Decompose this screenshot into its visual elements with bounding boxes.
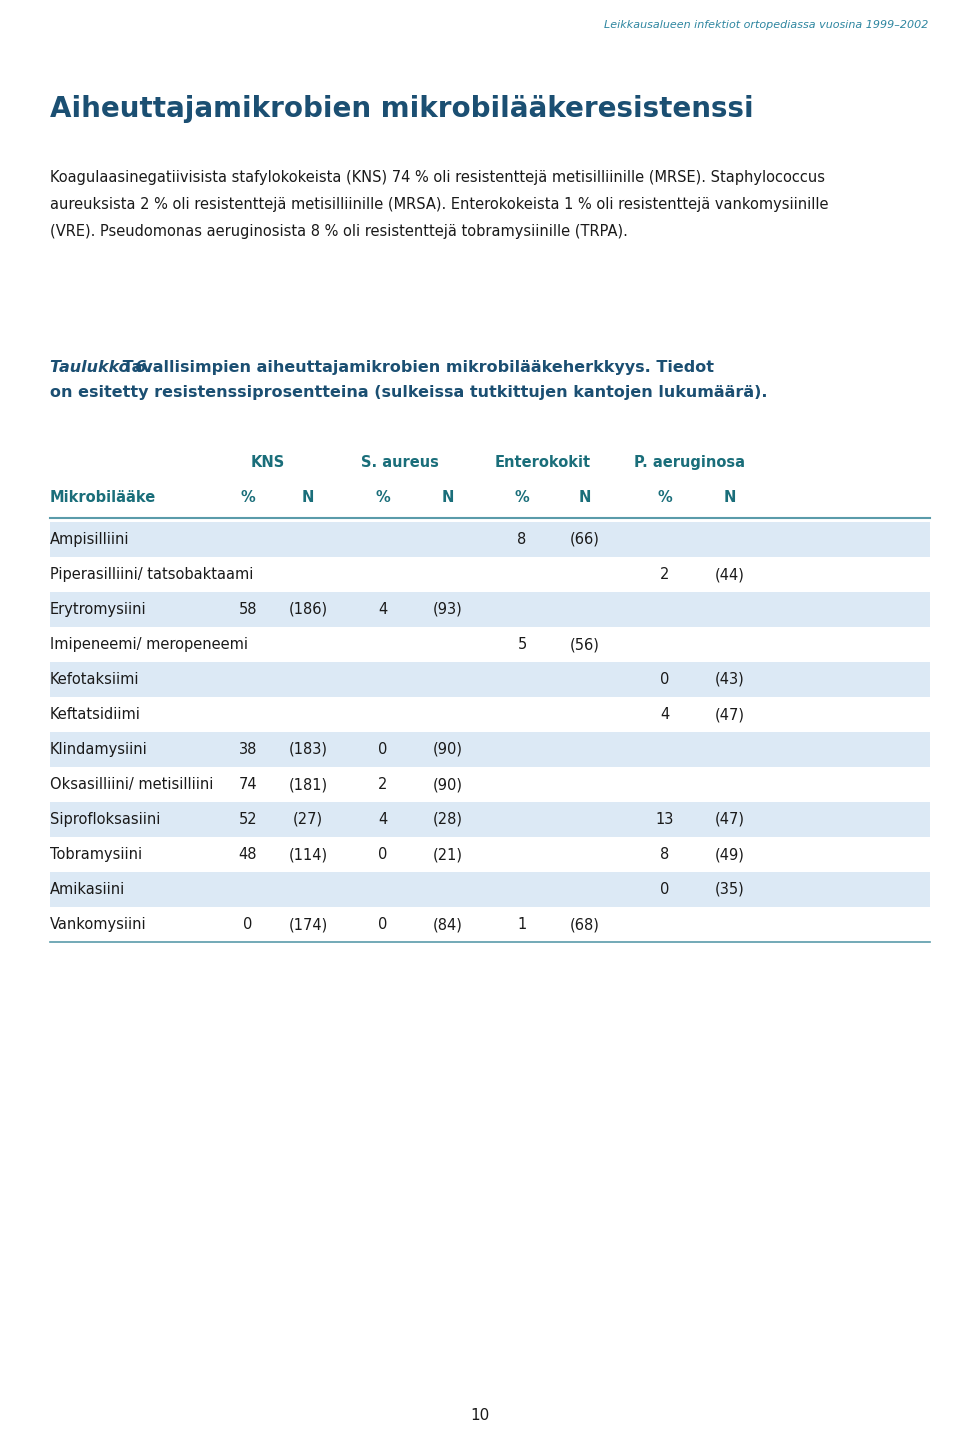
Bar	[50, 696, 930, 732]
Text: Mikrobilääke: Mikrobilääke	[50, 491, 156, 505]
Text: 48: 48	[239, 848, 257, 862]
Text: %: %	[241, 491, 255, 505]
Text: N: N	[579, 491, 591, 505]
Text: 0: 0	[243, 917, 252, 932]
Text: (56): (56)	[570, 637, 600, 652]
Text: 52: 52	[239, 812, 257, 827]
Text: Klindamysiini: Klindamysiini	[50, 743, 148, 757]
Text: 4: 4	[378, 812, 388, 827]
Text: 0: 0	[378, 848, 388, 862]
Text: Koagulaasinegatiivisista stafylokokeista (KNS) 74 % oli resistenttejä metisillii: Koagulaasinegatiivisista stafylokokeista…	[50, 170, 825, 186]
Text: P. aeruginosa: P. aeruginosa	[635, 455, 746, 471]
Text: 2: 2	[378, 777, 388, 791]
Text: (44): (44)	[715, 567, 745, 581]
Text: 4: 4	[660, 707, 670, 722]
Text: Amikasiini: Amikasiini	[50, 882, 125, 896]
Text: Vankomysiini: Vankomysiini	[50, 917, 147, 932]
Text: (35): (35)	[715, 882, 745, 896]
Text: %: %	[658, 491, 672, 505]
Text: Erytromysiini: Erytromysiini	[50, 602, 147, 617]
Text: 1: 1	[517, 917, 527, 932]
Text: Oksasilliini/ metisilliini: Oksasilliini/ metisilliini	[50, 777, 213, 791]
Text: (43): (43)	[715, 672, 745, 686]
Bar	[50, 837, 930, 872]
Text: (90): (90)	[433, 743, 463, 757]
Text: (28): (28)	[433, 812, 463, 827]
Text: Ampisilliini: Ampisilliini	[50, 532, 130, 547]
Bar	[50, 872, 930, 907]
Text: N: N	[724, 491, 736, 505]
Text: 10: 10	[470, 1407, 490, 1423]
Bar	[50, 802, 930, 837]
Text: Tobramysiini: Tobramysiini	[50, 848, 142, 862]
Bar	[50, 591, 930, 627]
Text: 13: 13	[656, 812, 674, 827]
Bar	[50, 662, 930, 696]
Text: 0: 0	[378, 917, 388, 932]
Text: N: N	[442, 491, 454, 505]
Text: Kefotaksiimi: Kefotaksiimi	[50, 672, 139, 686]
Text: Keftatsidiimi: Keftatsidiimi	[50, 707, 141, 722]
Text: 2: 2	[660, 567, 670, 581]
Text: 4: 4	[378, 602, 388, 617]
Text: 0: 0	[660, 672, 670, 686]
Text: Enterokokit: Enterokokit	[495, 455, 591, 471]
Text: 5: 5	[517, 637, 527, 652]
Text: (47): (47)	[715, 812, 745, 827]
Text: (VRE). Pseudomonas aeruginosista 8 % oli resistenttejä tobramysiinille (TRPA).: (VRE). Pseudomonas aeruginosista 8 % oli…	[50, 224, 628, 239]
Bar	[50, 732, 930, 767]
Text: 8: 8	[517, 532, 527, 547]
Text: Piperasilliini/ tatsobaktaami: Piperasilliini/ tatsobaktaami	[50, 567, 253, 581]
Text: (84): (84)	[433, 917, 463, 932]
Text: 38: 38	[239, 743, 257, 757]
Text: Aiheuttajamikrobien mikrobilääkeresistenssi: Aiheuttajamikrobien mikrobilääkeresisten…	[50, 95, 754, 122]
Text: (49): (49)	[715, 848, 745, 862]
Text: (21): (21)	[433, 848, 463, 862]
Text: KNS: KNS	[251, 455, 285, 471]
Text: (47): (47)	[715, 707, 745, 722]
Text: 0: 0	[660, 882, 670, 896]
Text: (68): (68)	[570, 917, 600, 932]
Text: 8: 8	[660, 848, 670, 862]
Text: %: %	[515, 491, 529, 505]
Text: S. aureus: S. aureus	[361, 455, 439, 471]
Bar	[50, 522, 930, 557]
Text: Imipeneemi/ meropeneemi: Imipeneemi/ meropeneemi	[50, 637, 248, 652]
Text: Siprofloksasiini: Siprofloksasiini	[50, 812, 160, 827]
Text: (114): (114)	[288, 848, 327, 862]
Text: 58: 58	[239, 602, 257, 617]
Text: 74: 74	[239, 777, 257, 791]
Text: aureuksista 2 % oli resistenttejä metisilliinille (MRSA). Enterokokeista 1 % oli: aureuksista 2 % oli resistenttejä metisi…	[50, 197, 828, 212]
Bar	[50, 627, 930, 662]
Text: Leikkausalueen infektiot ortopediassa vuosina 1999–2002: Leikkausalueen infektiot ortopediassa vu…	[604, 20, 928, 30]
Text: (181): (181)	[288, 777, 327, 791]
Text: Taulukko 6.: Taulukko 6.	[50, 360, 153, 376]
Text: (183): (183)	[289, 743, 327, 757]
Bar	[50, 557, 930, 591]
Text: (93): (93)	[433, 602, 463, 617]
Bar	[50, 767, 930, 802]
Text: (66): (66)	[570, 532, 600, 547]
Bar	[50, 907, 930, 943]
Text: Tavallisimpien aiheuttajamikrobien mikrobilääkeherkkyys. Tiedot: Tavallisimpien aiheuttajamikrobien mikro…	[117, 360, 714, 376]
Text: N: N	[301, 491, 314, 505]
Text: %: %	[375, 491, 391, 505]
Text: (174): (174)	[288, 917, 327, 932]
Text: on esitetty resistenssiprosentteina (sulkeissa tutkittujen kantojen lukumäärä).: on esitetty resistenssiprosentteina (sul…	[50, 386, 767, 400]
Text: 0: 0	[378, 743, 388, 757]
Text: (27): (27)	[293, 812, 324, 827]
Text: (186): (186)	[288, 602, 327, 617]
Text: (90): (90)	[433, 777, 463, 791]
